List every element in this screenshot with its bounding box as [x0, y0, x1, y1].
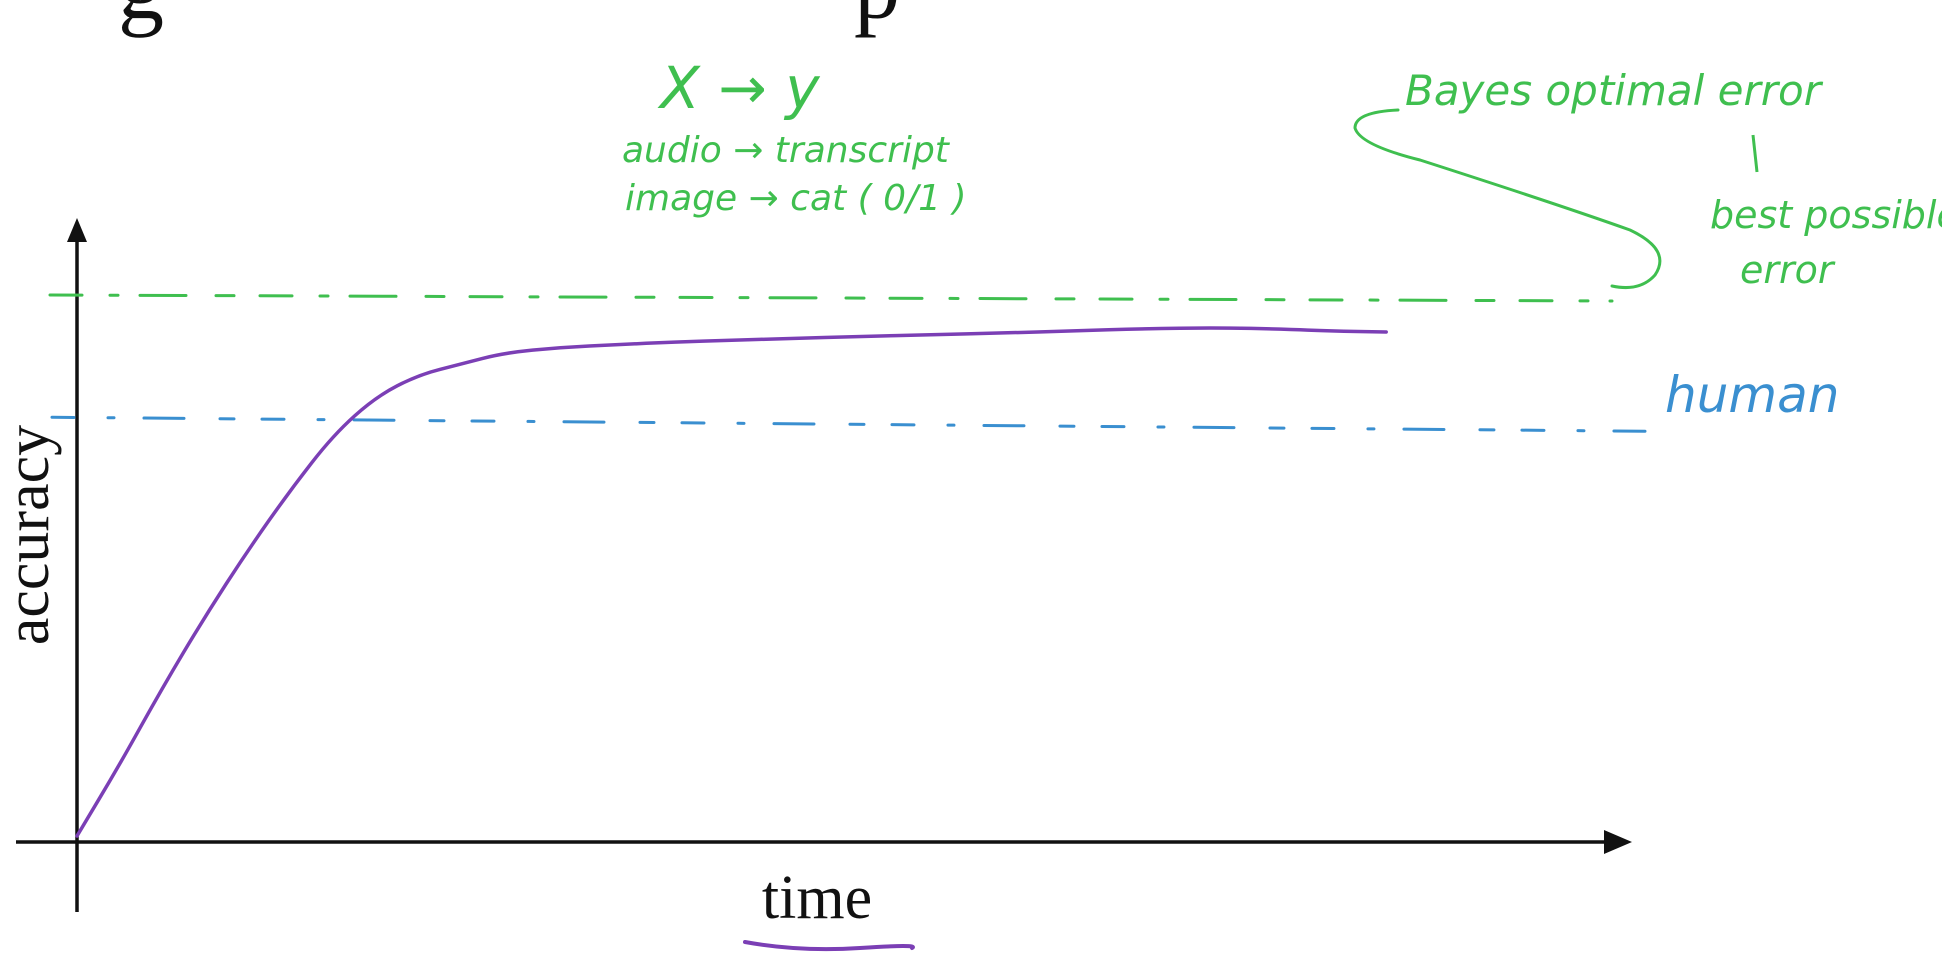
series-line-0 — [75, 326, 1388, 838]
bayes-sub2: error — [1740, 248, 1836, 292]
x-axis-label-underline — [743, 940, 915, 952]
x-axis-label: time — [762, 864, 872, 932]
bayes-sub1: best possible — [1710, 193, 1942, 237]
axes — [16, 218, 1632, 912]
bayes-reference-line — [48, 293, 1614, 303]
bayes-annotation: Bayes optimal error best possible error — [1353, 66, 1942, 292]
series-layer — [75, 326, 1388, 838]
slide-title-fragment: g p — [118, 0, 900, 38]
bayes-label: Bayes optimal error — [1405, 66, 1824, 115]
x-axis-arrow-icon — [1604, 830, 1632, 854]
human-reference-line — [50, 415, 1647, 433]
mapping-title: X → y — [657, 54, 820, 122]
mapping-image: image → cat ( 0/1 ) — [625, 178, 967, 219]
y-axis-arrow-icon — [67, 218, 87, 242]
y-axis-label: accuracy — [0, 425, 62, 645]
mapping-audio: audio → transcript — [622, 130, 951, 171]
bayes-tick — [1751, 134, 1759, 173]
human-label: human — [1665, 366, 1839, 424]
bayes-brace — [1353, 108, 1662, 290]
reference-lines — [48, 293, 1647, 433]
mapping-annotation: X → y audio → transcript image → cat ( 0… — [622, 54, 967, 219]
